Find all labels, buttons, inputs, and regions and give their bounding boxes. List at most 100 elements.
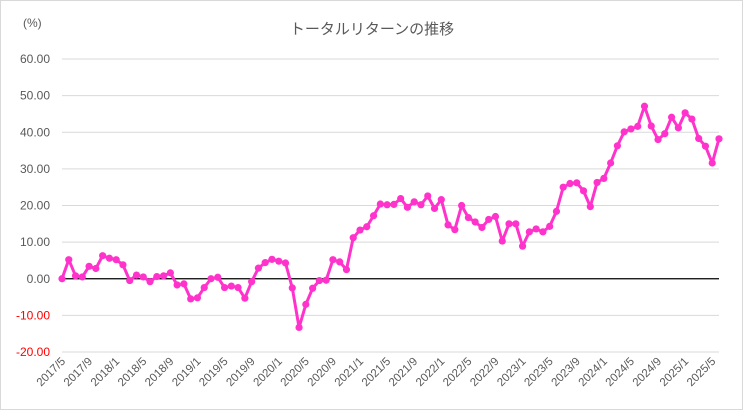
data-point	[708, 159, 716, 167]
data-point	[458, 201, 466, 210]
chart-title: トータルリターンの推移	[290, 21, 454, 38]
x-tick-label: 2019/5	[197, 356, 230, 389]
data-point	[390, 200, 398, 209]
x-tick-label: 2021/1	[333, 356, 366, 389]
data-point	[302, 300, 310, 308]
data-point	[566, 179, 574, 188]
data-point	[288, 284, 296, 292]
data-point	[376, 200, 384, 208]
y-tick-label: 10.00	[20, 235, 50, 249]
x-tick-label: 2025/1	[658, 356, 691, 389]
data-point	[227, 282, 235, 290]
data-point	[281, 259, 290, 267]
data-point	[552, 207, 561, 215]
series-total-return	[58, 102, 723, 332]
data-point	[573, 179, 581, 187]
data-point	[126, 276, 134, 285]
data-point	[119, 261, 127, 269]
data-point	[485, 215, 493, 224]
data-point	[654, 135, 662, 144]
data-point	[146, 278, 154, 286]
data-point	[349, 234, 357, 242]
data-point	[356, 226, 364, 234]
data-point	[85, 262, 93, 270]
x-tick-label: 2021/9	[387, 356, 420, 389]
x-tick-label: 2021/5	[360, 356, 393, 389]
x-tick-label: 2022/1	[414, 356, 447, 389]
data-point	[214, 273, 222, 281]
data-point	[200, 283, 208, 292]
data-point	[607, 159, 615, 167]
x-tick-label: 2017/5	[35, 356, 68, 389]
y-tick-label: -10.00	[16, 308, 50, 322]
data-point	[139, 273, 147, 281]
data-point	[518, 242, 527, 250]
data-point	[539, 228, 547, 236]
data-point	[58, 275, 66, 283]
data-point	[193, 294, 202, 302]
data-point	[207, 275, 215, 283]
x-axis-ticks: 2017/52017/92018/12018/52018/92019/12019…	[35, 356, 719, 389]
data-point	[437, 196, 445, 204]
data-point	[159, 272, 168, 280]
x-tick-label: 2024/5	[604, 356, 637, 389]
data-point	[383, 201, 391, 209]
x-tick-label: 2024/9	[631, 356, 664, 389]
y-tick-label: -20.00	[16, 345, 50, 359]
data-point	[112, 256, 120, 264]
data-point	[579, 187, 588, 195]
y-tick-label: 20.00	[20, 199, 50, 213]
data-point	[491, 212, 500, 221]
data-point	[322, 276, 330, 284]
x-tick-label: 2019/9	[224, 356, 257, 389]
data-point	[498, 237, 506, 245]
data-point	[417, 201, 425, 209]
data-point	[99, 252, 107, 260]
x-tick-label: 2020/5	[279, 356, 312, 389]
data-point	[71, 272, 80, 280]
data-point	[261, 259, 269, 267]
data-point	[613, 142, 622, 150]
data-point	[92, 264, 100, 273]
data-point	[661, 130, 669, 138]
data-point	[153, 272, 161, 281]
data-point	[248, 278, 256, 286]
data-point	[667, 113, 676, 121]
x-tick-label: 2023/1	[495, 356, 528, 389]
data-point	[546, 222, 554, 230]
data-point	[309, 284, 317, 292]
data-point	[295, 323, 303, 332]
data-point	[688, 115, 696, 123]
data-point	[600, 174, 608, 182]
data-point	[403, 203, 412, 211]
y-unit-label: (%)	[23, 16, 42, 30]
data-point	[397, 194, 405, 203]
x-tick-label: 2017/9	[62, 356, 95, 389]
data-point	[444, 221, 452, 229]
data-point	[640, 102, 649, 110]
data-point	[187, 295, 195, 303]
x-tick-label: 2022/9	[468, 356, 501, 389]
data-point	[478, 223, 486, 232]
y-axis-ticks: 60.00 50.00 40.00 30.00 20.00 10.00 0.00 -10.00…	[16, 52, 50, 359]
data-point	[275, 257, 283, 265]
y-tick-label: 40.00	[20, 125, 50, 139]
data-point	[363, 223, 371, 231]
x-tick-label: 2018/9	[143, 356, 176, 389]
data-point	[336, 258, 344, 266]
data-point	[65, 256, 73, 264]
data-point	[451, 226, 459, 234]
data-point	[695, 134, 703, 143]
data-point	[424, 192, 432, 200]
x-tick-label: 2018/5	[116, 356, 149, 389]
data-point	[78, 273, 86, 281]
x-tick-label: 2022/5	[441, 356, 474, 389]
x-tick-label: 2023/9	[550, 356, 583, 389]
data-point	[627, 125, 635, 133]
data-point	[701, 142, 710, 150]
data-point	[505, 220, 513, 228]
x-tick-label: 2020/1	[251, 356, 284, 389]
data-point	[681, 109, 689, 117]
